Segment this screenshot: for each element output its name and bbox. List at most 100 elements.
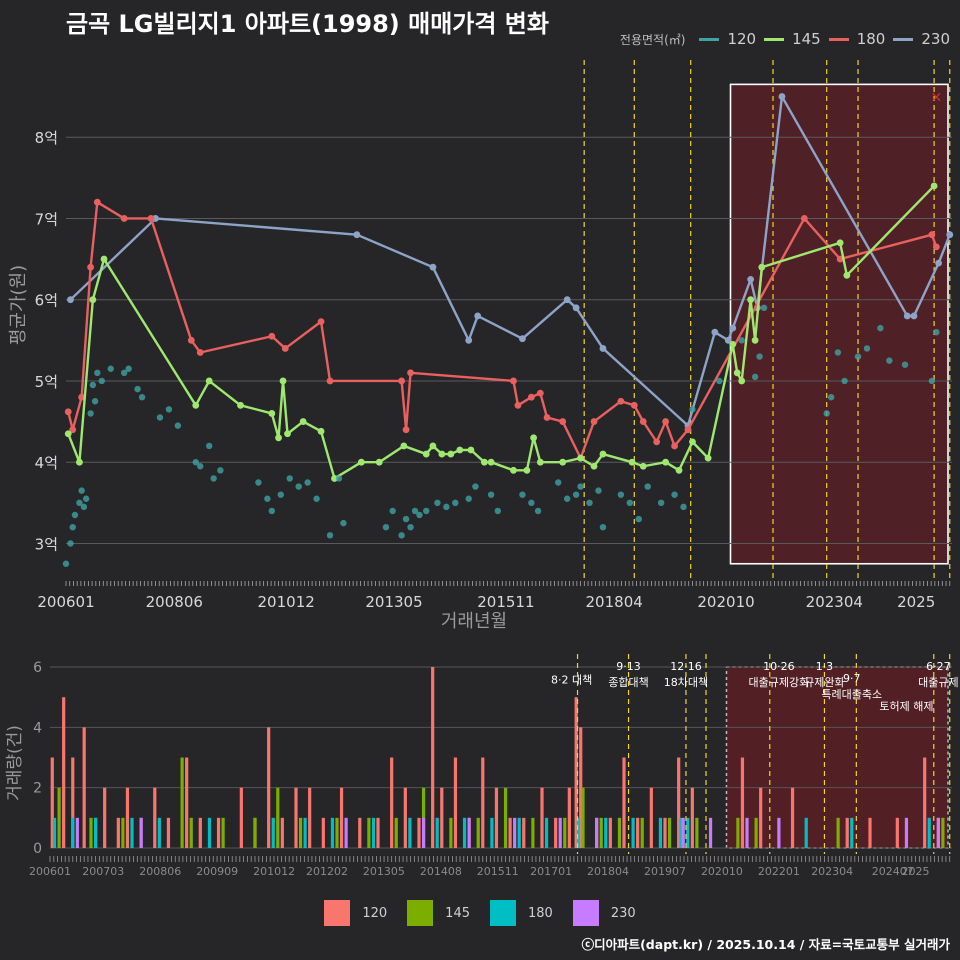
legend-swatch [828, 37, 849, 41]
legend-swatch [490, 900, 516, 926]
bar-120 [185, 757, 189, 848]
bar-145 [563, 817, 567, 848]
chart-title: 금곡 LG빌리지1 아파트(1998) 매매가격 변화 [66, 10, 549, 38]
bar-180 [604, 817, 608, 848]
data-point-180 [536, 389, 544, 397]
data-point-120 [933, 328, 940, 336]
data-point-120 [416, 511, 423, 519]
bar-120 [125, 787, 130, 848]
bar-120 [198, 817, 202, 848]
bar-120 [508, 817, 512, 848]
data-point-145 [675, 466, 683, 474]
policy-annotation: 6·27 [926, 660, 951, 673]
bar-120 [62, 697, 66, 848]
data-point-145 [429, 442, 437, 450]
volume-legend-item-180: 180 [490, 900, 553, 926]
data-point-120 [411, 507, 419, 515]
legend-item-120: 120 [699, 30, 756, 48]
legend-label: 145 [792, 30, 821, 48]
data-point-120 [304, 479, 311, 486]
data-point-120 [340, 519, 347, 527]
data-point-120 [465, 495, 472, 502]
data-point-180 [662, 418, 670, 425]
bar-120 [481, 757, 485, 848]
legend-label: 120 [727, 30, 757, 48]
data-point-120 [877, 324, 884, 332]
data-point-120 [277, 491, 284, 498]
data-point-230 [935, 259, 942, 267]
data-point-120 [192, 458, 199, 466]
data-point-145 [559, 458, 567, 466]
bar-180 [544, 817, 549, 848]
data-point-120 [268, 507, 276, 515]
legend-title: 전용면적(㎡) [619, 32, 686, 47]
data-point-230 [519, 335, 526, 343]
data-point-120 [91, 398, 99, 405]
bar-230 [467, 817, 471, 848]
data-point-120 [78, 487, 85, 494]
bar-180 [93, 817, 98, 848]
bar-180 [679, 817, 683, 848]
y-tick-label: 4억 [35, 454, 58, 472]
data-point-120 [67, 540, 74, 547]
volume-legend-item-145: 145 [407, 900, 470, 926]
x-tick-label: 202304 [811, 865, 853, 878]
bar-180 [490, 817, 494, 848]
data-point-230 [724, 336, 732, 344]
data-point-120 [313, 495, 320, 502]
bar-230 [558, 817, 562, 848]
data-point-180 [407, 369, 414, 377]
bar-230 [513, 817, 517, 848]
x-tick-label: 201511 [477, 865, 519, 878]
data-point-120 [264, 495, 271, 502]
bar-120 [574, 697, 578, 848]
bar-120 [153, 787, 157, 848]
data-point-120 [205, 442, 213, 450]
bar-120 [308, 787, 312, 848]
data-point-145 [400, 442, 408, 450]
data-point-145 [747, 296, 755, 304]
data-point-230 [747, 275, 755, 283]
data-point-120 [434, 499, 441, 507]
x-tick-label: 202201 [758, 865, 800, 878]
x-tick-label: 200601 [29, 865, 71, 878]
data-point-120 [326, 532, 334, 539]
bar-180 [130, 817, 134, 848]
bar-230 [421, 817, 426, 848]
bar-145 [335, 817, 339, 848]
bar-120 [358, 817, 362, 848]
bar-180 [462, 817, 467, 848]
data-point-120 [255, 479, 262, 486]
y-tick-label: 6 [33, 660, 42, 676]
policy-annotation: 9·7 [843, 672, 861, 685]
data-point-230 [67, 296, 74, 304]
data-point-120 [555, 479, 562, 486]
bar-120 [608, 817, 612, 848]
data-point-180 [671, 442, 678, 450]
data-point-120 [98, 377, 105, 385]
data-point-145 [836, 239, 844, 247]
data-point-120 [120, 369, 128, 377]
data-point-120 [487, 491, 495, 498]
data-point-145 [237, 401, 244, 409]
data-point-120 [125, 365, 132, 372]
bar-145 [836, 817, 840, 848]
source-credit: ⓒ디아파트(dapt.kr) / 2025.10.14 / 자료=국토교통부 실… [581, 937, 950, 952]
bar-120 [440, 787, 444, 848]
data-point-120 [80, 503, 88, 511]
data-point-120 [335, 475, 343, 482]
bar-120 [417, 817, 421, 848]
bar-230 [75, 817, 79, 848]
data-point-145 [487, 458, 495, 466]
bar-120 [845, 817, 849, 848]
data-point-230 [599, 345, 607, 352]
legend-item-145: 145 [764, 30, 821, 48]
data-point-120 [928, 377, 936, 385]
bar-120 [166, 817, 171, 848]
policy-annotation: 10·26 [763, 660, 795, 673]
bar-120 [923, 757, 927, 848]
bar-145 [531, 817, 535, 848]
data-point-120 [494, 507, 502, 515]
bar-145 [57, 787, 61, 848]
price-chart: 3억 4억 5억 6억 7억 8억 200601 200806 201012 201305 2015… [8, 60, 954, 632]
